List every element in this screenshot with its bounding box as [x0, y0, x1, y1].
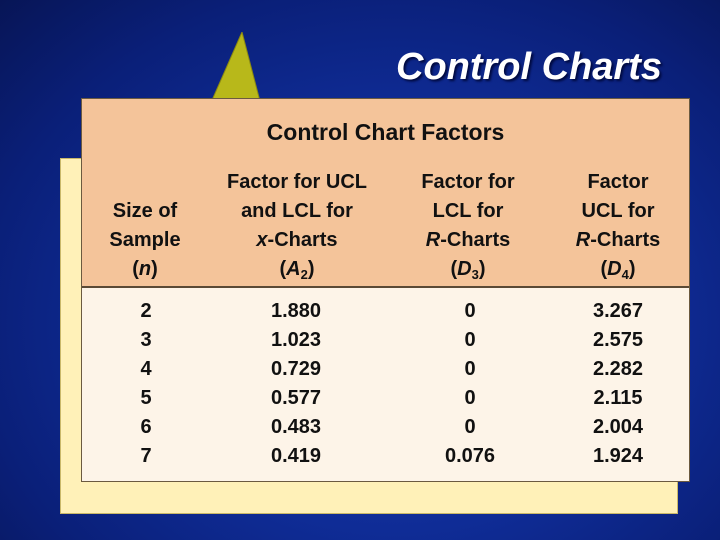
- symbol-var: R: [425, 229, 441, 251]
- table-header: Control Chart Factors Size of Sample (n)…: [82, 99, 689, 288]
- header-text: -Charts: [590, 229, 661, 251]
- header-text: -Charts: [440, 229, 511, 251]
- header-sample-size: Size of Sample (n): [94, 197, 196, 284]
- table-cell: 0: [464, 329, 476, 351]
- header-line: LCL for: [432, 200, 504, 222]
- header-symbol: (D4): [552, 255, 684, 289]
- table-cell: 0.577: [270, 387, 322, 409]
- table-cell: 0: [464, 358, 476, 380]
- symbol-var: n: [138, 258, 152, 280]
- table-cell: 5: [140, 387, 152, 409]
- header-line: x-Charts: [202, 226, 392, 255]
- table-cell: 0: [464, 300, 476, 322]
- header-line: Factor for: [421, 171, 515, 193]
- column-sample-size: 2 3 4 5 6 7: [106, 297, 186, 471]
- paren-open: (: [600, 258, 608, 280]
- symbol-var: R: [575, 229, 591, 251]
- symbol-var: D: [457, 258, 472, 280]
- table-cell: 3.267: [592, 300, 644, 322]
- header-line: UCL for: [581, 200, 655, 222]
- header-d4: Factor UCL for R-Charts (D4): [552, 168, 684, 289]
- table-cell: 0: [464, 387, 476, 409]
- table-cell: 0.729: [270, 358, 322, 380]
- table-cell: 7: [140, 445, 152, 467]
- table-cell: 1.880: [270, 300, 322, 322]
- table-cell: 2.282: [592, 358, 644, 380]
- header-symbol: (D3): [394, 255, 542, 289]
- table-cell: 1.023: [270, 329, 322, 351]
- header-line: Sample: [109, 229, 181, 251]
- paren-close: ): [478, 258, 486, 280]
- header-text: -Charts: [267, 229, 338, 251]
- header-line: Size of: [112, 200, 178, 222]
- header-line: R-Charts: [394, 226, 542, 255]
- table-cell: 0.076: [444, 445, 496, 467]
- column-d3: 0 0 0 0 0 0.076: [420, 297, 520, 471]
- header-a2: Factor for UCL and LCL for x-Charts (A2): [202, 168, 392, 289]
- symbol-subscript: 3: [471, 267, 479, 282]
- paren-close: ): [307, 258, 315, 280]
- table-cell: 6: [140, 416, 152, 438]
- header-line: R-Charts: [552, 226, 684, 255]
- paren-open: (: [279, 258, 287, 280]
- column-d4: 3.267 2.575 2.282 2.115 2.004 1.924: [568, 297, 668, 471]
- symbol-subscript: 4: [621, 267, 629, 282]
- header-symbol: (n): [94, 255, 196, 284]
- paren-close: ): [628, 258, 636, 280]
- table-cell: 2.115: [593, 387, 643, 409]
- symbol-var: D: [607, 258, 622, 280]
- symbol-var: A: [286, 258, 301, 280]
- header-symbol: (A2): [202, 255, 392, 289]
- factors-table: Control Chart Factors Size of Sample (n)…: [81, 98, 690, 482]
- table-cell: 3: [140, 329, 152, 351]
- paren-open: (: [132, 258, 139, 280]
- symbol-var: x: [256, 229, 268, 251]
- table-cell: 0.483: [270, 416, 322, 438]
- table-cell: 0: [464, 416, 476, 438]
- column-a2: 1.880 1.023 0.729 0.577 0.483 0.419: [246, 297, 346, 471]
- paren-close: ): [151, 258, 158, 280]
- table-cell: 4: [140, 358, 152, 380]
- header-line: Factor: [587, 171, 649, 193]
- slide-title: Control Charts: [396, 46, 662, 88]
- table-cell: 2.004: [592, 416, 644, 438]
- symbol-subscript: 2: [300, 267, 308, 282]
- table-cell: 2: [140, 300, 152, 322]
- header-line: Factor for UCL: [227, 171, 367, 193]
- header-d3: Factor for LCL for R-Charts (D3): [394, 168, 542, 289]
- table-cell: 0.419: [270, 445, 322, 467]
- table-cell: 1.924: [592, 445, 644, 467]
- table-caption: Control Chart Factors: [266, 119, 505, 145]
- table-cell: 2.575: [592, 329, 644, 351]
- paren-open: (: [450, 258, 458, 280]
- header-line: and LCL for: [241, 200, 353, 222]
